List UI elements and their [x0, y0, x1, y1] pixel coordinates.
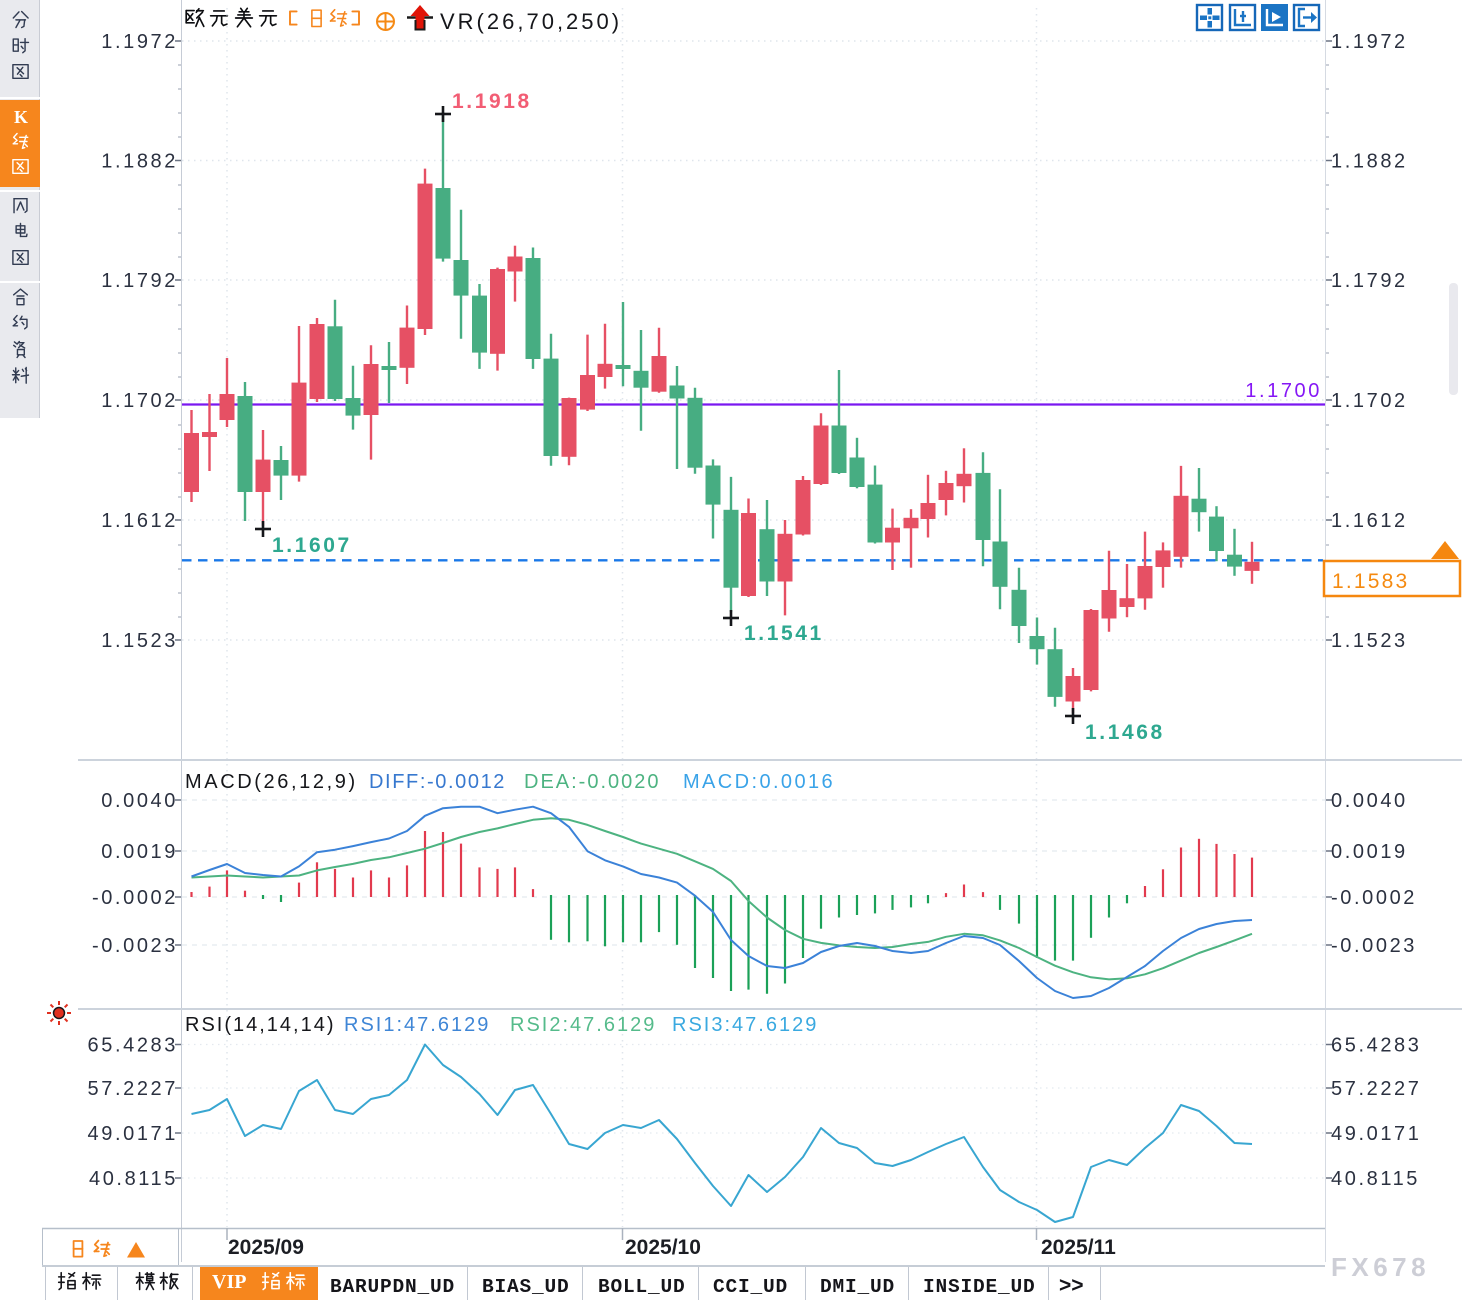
svg-text:DMI_UD: DMI_UD — [820, 1276, 895, 1298]
svg-text:1.1792: 1.1792 — [101, 270, 178, 292]
svg-text:57.2227: 57.2227 — [88, 1078, 179, 1100]
svg-text:INSIDE_UD: INSIDE_UD — [923, 1276, 1036, 1298]
svg-text:RSI3:47.6129: RSI3:47.6129 — [672, 1014, 818, 1036]
svg-text:1.1972: 1.1972 — [1331, 31, 1408, 53]
svg-text:1.1523: 1.1523 — [1331, 630, 1408, 652]
svg-text:-0.0023: -0.0023 — [92, 935, 178, 957]
svg-text:2025/10: 2025/10 — [625, 1236, 701, 1259]
svg-text:1.1882: 1.1882 — [101, 151, 178, 173]
svg-text:-0.0023: -0.0023 — [1331, 935, 1417, 957]
svg-text:MACD(26,12,9): MACD(26,12,9) — [185, 771, 358, 793]
svg-text:RSI(14,14,14): RSI(14,14,14) — [185, 1014, 336, 1036]
svg-text:1.1523: 1.1523 — [101, 630, 178, 652]
svg-text:1.1607: 1.1607 — [272, 534, 352, 557]
svg-text:RSI2:47.6129: RSI2:47.6129 — [510, 1014, 656, 1036]
svg-text:1.1972: 1.1972 — [101, 31, 178, 53]
svg-text:DEA:-0.0020: DEA:-0.0020 — [524, 771, 661, 793]
svg-text:2025/09: 2025/09 — [228, 1236, 304, 1259]
svg-text:BARUPDN_UD: BARUPDN_UD — [330, 1276, 455, 1298]
svg-text:FX678: FX678 — [1331, 1252, 1430, 1282]
svg-text:1.1792: 1.1792 — [1331, 270, 1408, 292]
svg-text:40.8115: 40.8115 — [1331, 1168, 1420, 1190]
svg-text:>>: >> — [1059, 1274, 1084, 1297]
svg-text:2025/11: 2025/11 — [1041, 1236, 1116, 1259]
svg-text:1.1468: 1.1468 — [1085, 721, 1165, 744]
svg-text:CCI_UD: CCI_UD — [713, 1276, 788, 1298]
svg-text:0.0040: 0.0040 — [1331, 790, 1408, 812]
svg-text:40.8115: 40.8115 — [89, 1168, 178, 1190]
svg-text:1.1583: 1.1583 — [1332, 570, 1409, 593]
svg-text:VR(26,70,250): VR(26,70,250) — [440, 9, 622, 34]
svg-text:RSI1:47.6129: RSI1:47.6129 — [344, 1014, 490, 1036]
svg-text:1.1700: 1.1700 — [1245, 380, 1322, 402]
svg-text:65.4283: 65.4283 — [1331, 1035, 1422, 1057]
svg-text:1.1541: 1.1541 — [744, 622, 824, 645]
svg-text:BIAS_UD: BIAS_UD — [482, 1276, 570, 1298]
svg-text:BOLL_UD: BOLL_UD — [598, 1276, 686, 1298]
svg-text:-0.0002: -0.0002 — [1331, 887, 1417, 909]
svg-text:49.0171: 49.0171 — [88, 1123, 179, 1145]
svg-text:1.1882: 1.1882 — [1331, 151, 1408, 173]
svg-text:1.1612: 1.1612 — [101, 510, 178, 532]
svg-text:1.1612: 1.1612 — [1331, 510, 1408, 532]
svg-text:MACD:0.0016: MACD:0.0016 — [683, 771, 835, 793]
svg-text:0.0019: 0.0019 — [1331, 841, 1408, 863]
svg-text:1.1918: 1.1918 — [452, 90, 532, 113]
svg-text:1.1702: 1.1702 — [1331, 390, 1408, 412]
svg-text:0.0019: 0.0019 — [101, 841, 178, 863]
svg-text:65.4283: 65.4283 — [88, 1035, 179, 1057]
svg-text:1.1702: 1.1702 — [101, 390, 178, 412]
svg-text:0.0040: 0.0040 — [101, 790, 178, 812]
svg-text:57.2227: 57.2227 — [1331, 1078, 1422, 1100]
svg-text:-0.0002: -0.0002 — [92, 887, 178, 909]
svg-text:49.0171: 49.0171 — [1331, 1123, 1422, 1145]
svg-text:DIFF:-0.0012: DIFF:-0.0012 — [369, 771, 506, 793]
